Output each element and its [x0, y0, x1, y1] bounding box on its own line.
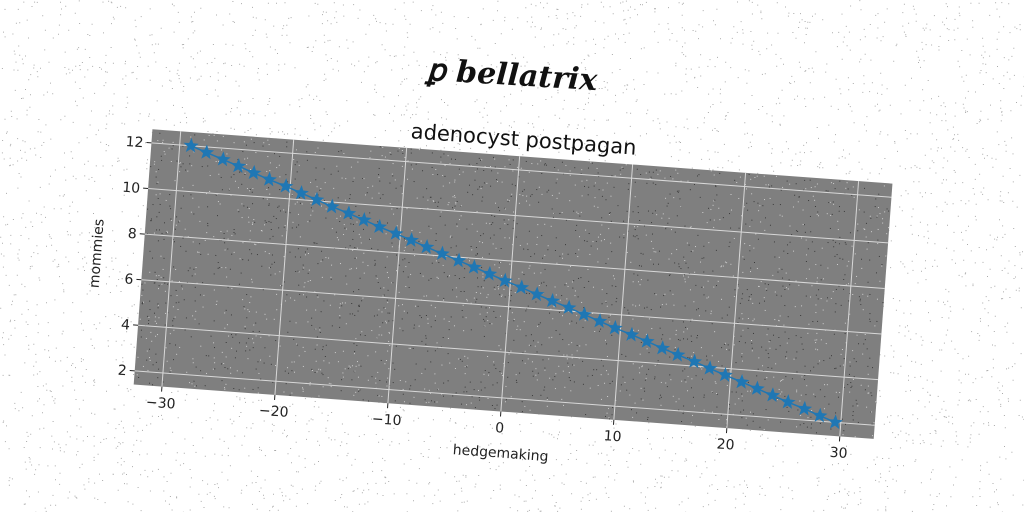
y-tick-label: 10 [122, 180, 141, 197]
x-tick-label: −30 [145, 395, 176, 413]
ticks: −30 −20 −10 0 10 20 30 2 4 6 8 10 12 [117, 134, 848, 462]
data-point [796, 400, 813, 416]
data-point [183, 137, 199, 153]
x-tick-label: 30 [829, 445, 848, 462]
data-point [702, 360, 718, 376]
data-point [434, 245, 450, 261]
data-point [371, 218, 388, 234]
x-tick-label: 0 [495, 420, 505, 437]
data-point [293, 185, 309, 200]
data-point [341, 205, 357, 221]
data-point [624, 326, 640, 342]
data-point [529, 286, 545, 302]
x-tick-label: −20 [258, 403, 289, 421]
data-point [749, 380, 765, 396]
data-point [278, 178, 294, 194]
data-point [419, 239, 435, 254]
data-point [780, 394, 796, 409]
data-point [481, 265, 498, 281]
data-point [466, 259, 482, 275]
data-point [246, 164, 262, 180]
y-gridline [138, 324, 879, 381]
data-point [544, 292, 560, 308]
data-point [686, 353, 703, 369]
y-tick-label: 2 [117, 363, 127, 380]
data-point [734, 374, 750, 389]
y-tick-label: 6 [124, 271, 134, 288]
data-point [309, 191, 325, 207]
data-point [607, 320, 623, 335]
data-point [576, 306, 592, 322]
data-point [561, 299, 577, 315]
y-gridline [141, 279, 882, 335]
data-point [654, 340, 671, 356]
grid [134, 131, 892, 437]
data-point [198, 144, 215, 160]
data-point [356, 211, 372, 227]
data-point [388, 225, 404, 241]
y-gridline [134, 370, 875, 426]
data-point [827, 414, 843, 430]
x-tick-label: −10 [371, 411, 402, 429]
data-point [497, 272, 513, 288]
x-tick-label: 10 [603, 428, 622, 445]
data-point [403, 232, 419, 247]
x-gridline [613, 164, 634, 420]
data-point [230, 158, 247, 173]
x-gridline [500, 156, 521, 412]
data-point [717, 367, 733, 382]
data-point [215, 151, 231, 167]
y-tick-label: 12 [125, 134, 144, 151]
data-point [812, 407, 828, 423]
data-point [261, 171, 277, 187]
x-tick-label: 20 [716, 436, 735, 453]
x-gridline [839, 181, 860, 437]
y-gridline [144, 233, 885, 289]
x-gridline [274, 139, 295, 395]
data-point [670, 346, 686, 362]
y-tick-label: 8 [127, 226, 137, 243]
y-gridline [151, 142, 892, 198]
x-axis-label: hedgemaking [452, 442, 549, 465]
data-point [513, 279, 530, 295]
y-gridline [148, 188, 889, 244]
data-point [639, 333, 655, 349]
data-point [592, 313, 608, 328]
data-point [451, 252, 467, 268]
y-tick-label: 4 [121, 317, 131, 334]
data-point [764, 387, 781, 403]
series-layer [183, 137, 843, 430]
x-gridline [726, 172, 747, 429]
x-gridline [161, 131, 182, 387]
data-point [324, 198, 340, 214]
x-gridline [387, 147, 408, 404]
y-axis-label: mommies [87, 218, 108, 288]
